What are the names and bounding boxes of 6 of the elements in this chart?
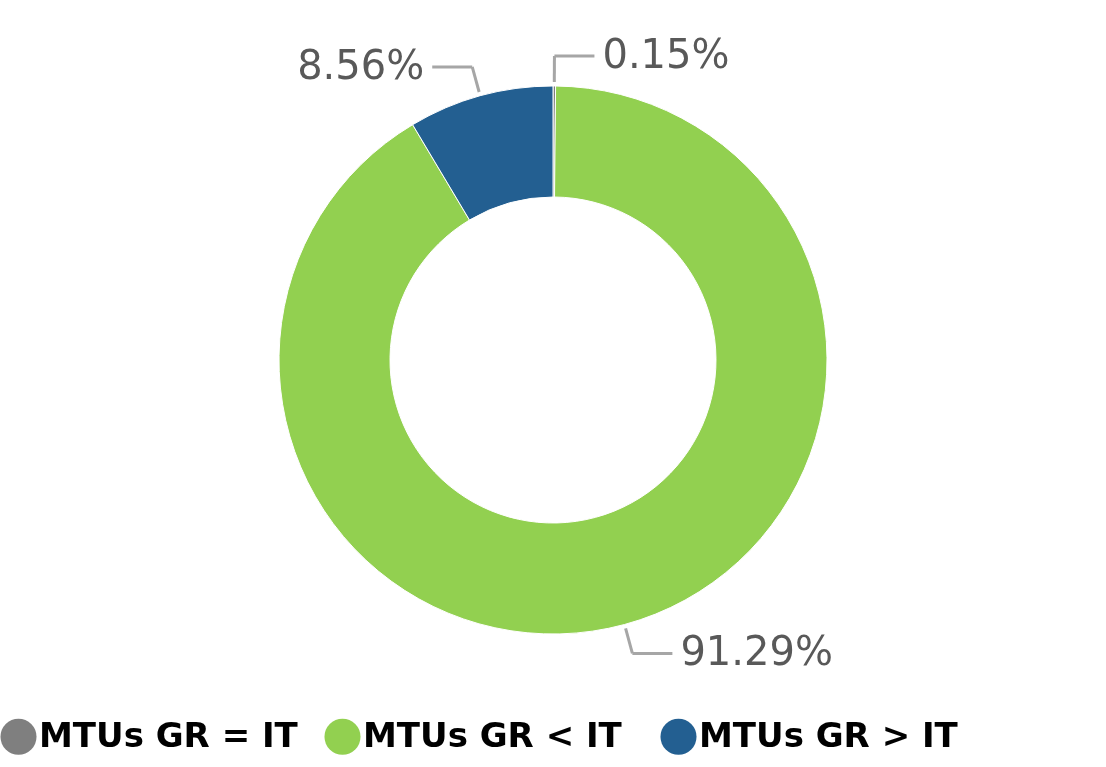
data-label: 0.15% — [602, 31, 730, 77]
legend-label: MTUs GR = IT — [39, 714, 299, 755]
data-label: 91.29% — [680, 628, 833, 675]
data-label: 8.56% — [297, 41, 425, 88]
legend-label: MTUs GR > IT — [699, 714, 959, 755]
legend-label: MTUs GR < IT — [363, 714, 623, 755]
